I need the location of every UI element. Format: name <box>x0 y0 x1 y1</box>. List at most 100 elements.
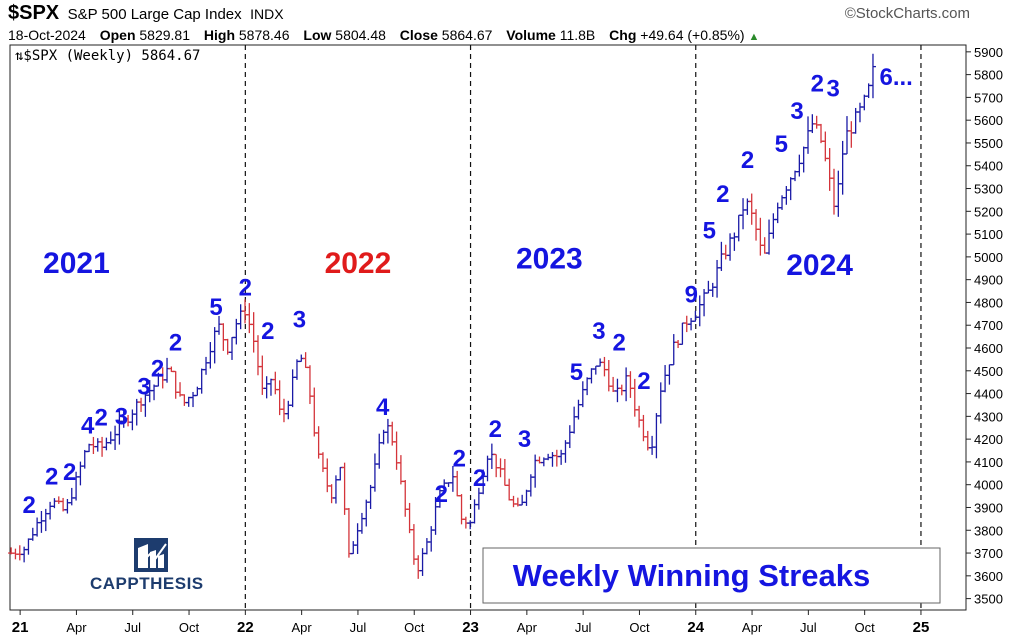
y-tick-label: 3500 <box>974 592 1003 607</box>
open-label: Open <box>99 27 136 43</box>
logo-text: CAPPTHESIS <box>90 574 204 593</box>
streak-count-label: 9 <box>685 281 698 308</box>
y-tick-label: 4600 <box>974 341 1003 356</box>
streak-count-label: 2 <box>22 492 35 519</box>
ticker-symbol: $SPX <box>8 2 60 24</box>
index-name: S&P 500 Large Cap Index <box>67 6 242 23</box>
x-tick-label: 21 <box>12 619 29 636</box>
chart-title: Weekly Winning Streaks <box>513 558 870 593</box>
streak-count-label: 2 <box>613 329 626 356</box>
streak-count-label: 2 <box>741 147 754 174</box>
x-tick-label: Oct <box>629 620 650 635</box>
y-tick-label: 4000 <box>974 478 1003 493</box>
y-tick-label: 5900 <box>974 45 1003 60</box>
x-tick-label: 25 <box>913 619 930 636</box>
low-label: Low <box>303 27 332 43</box>
streak-count-label: 3 <box>592 318 605 345</box>
x-tick-label: Jul <box>800 620 817 635</box>
up-triangle-icon: ▲ <box>748 31 760 43</box>
x-tick-label: 22 <box>237 619 254 636</box>
quote-date: 18-Oct-2024 <box>8 27 86 43</box>
y-tick-label: 3600 <box>974 569 1003 584</box>
year-annotation: 2023 <box>516 242 583 275</box>
streak-count-label: 2 <box>716 181 729 208</box>
x-tick-label: Oct <box>404 620 425 635</box>
streak-count-label: 2 <box>95 404 108 431</box>
change-value: +49.64 (+0.85%) <box>640 27 745 43</box>
y-tick-label: 5000 <box>974 250 1003 265</box>
y-tick-label: 3800 <box>974 523 1003 538</box>
close-label: Close <box>399 27 438 43</box>
x-tick-label: Apr <box>517 620 538 635</box>
y-tick-label: 5800 <box>974 68 1003 83</box>
x-tick-label: Apr <box>66 620 87 635</box>
close-value: 5864.67 <box>441 27 493 43</box>
x-tick-label: Jul <box>575 620 592 635</box>
open-value: 5829.81 <box>139 27 190 43</box>
y-tick-label: 4400 <box>974 387 1003 402</box>
y-tick-label: 4300 <box>974 409 1003 424</box>
y-tick-label: 5600 <box>974 113 1003 128</box>
y-tick-label: 5700 <box>974 90 1003 105</box>
x-tick-label: Apr <box>292 620 313 635</box>
streak-count-label: 2 <box>45 464 58 491</box>
streak-count-label: 3 <box>137 374 150 401</box>
y-tick-label: 5100 <box>974 227 1003 242</box>
y-tick-label: 4200 <box>974 432 1003 447</box>
streak-count-label: 2 <box>637 368 650 395</box>
legend-label: ⇅$SPX (Weekly) 5864.67 <box>15 48 200 64</box>
year-annotation: 2021 <box>43 247 110 280</box>
streak-count-label: 6... <box>880 64 913 91</box>
y-tick-label: 5400 <box>974 159 1003 174</box>
y-tick-label: 4800 <box>974 295 1003 310</box>
x-tick-label: Jul <box>124 620 141 635</box>
high-label: High <box>203 27 235 43</box>
streak-count-label: 2 <box>63 459 76 486</box>
low-value: 5804.48 <box>335 27 386 43</box>
x-tick-label: Jul <box>350 620 367 635</box>
y-tick-label: 3900 <box>974 500 1003 515</box>
y-tick-label: 5200 <box>974 204 1003 219</box>
streak-count-label: 4 <box>81 412 95 439</box>
y-tick-label: 5300 <box>974 182 1003 197</box>
streak-count-label: 3 <box>826 75 839 102</box>
title-box <box>482 547 941 604</box>
volume-label: Volume <box>506 27 556 43</box>
streak-count-label: 2 <box>151 355 164 382</box>
streak-count-label: 2 <box>453 445 466 472</box>
plot-frame <box>9 44 967 611</box>
streak-count-label: 2 <box>435 481 448 508</box>
streak-count-label: 2 <box>169 329 182 356</box>
x-tick-label: Apr <box>742 620 763 635</box>
streak-count-label: 5 <box>775 131 788 158</box>
y-tick-label: 4900 <box>974 273 1003 288</box>
y-tick-label: 4700 <box>974 318 1003 333</box>
streak-count-label: 3 <box>293 307 306 334</box>
streak-count-label: 5 <box>570 359 583 386</box>
streak-count-label: 5 <box>209 294 222 321</box>
high-value: 5878.46 <box>238 27 290 43</box>
streak-count-label: 2 <box>239 275 252 302</box>
streak-count-label: 2 <box>261 318 274 345</box>
streak-count-label: 4 <box>376 394 390 421</box>
x-tick-label: Oct <box>179 620 200 635</box>
chart-header: $SPX S&P 500 Large Cap Index INDX <box>8 2 284 26</box>
streak-count-label: 3 <box>790 98 803 125</box>
volume-value: 11.8B <box>559 27 596 43</box>
streak-count-label: 3 <box>115 403 128 430</box>
y-tick-label: 4100 <box>974 455 1003 470</box>
year-annotation: 2022 <box>325 247 392 280</box>
streak-count-label: 2 <box>489 416 502 443</box>
x-tick-label: Oct <box>855 620 876 635</box>
price-bars <box>8 53 876 579</box>
ohlc-bar <box>869 53 876 99</box>
exchange-code: INDX <box>250 6 284 22</box>
change-label: Chg <box>609 27 637 43</box>
x-tick-label: 24 <box>687 619 704 636</box>
streak-count-label: 2 <box>811 71 824 98</box>
streak-count-label: 3 <box>518 426 531 453</box>
brand-credit: ©StockCharts.com <box>844 5 970 22</box>
y-tick-label: 3700 <box>974 546 1003 561</box>
cappthesis-logo-icon <box>134 538 168 572</box>
